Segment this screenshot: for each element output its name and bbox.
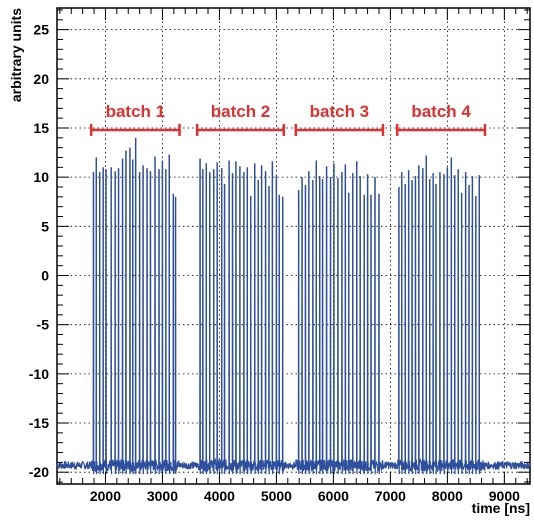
plot-frame xyxy=(56,7,531,485)
batch-annotation: batch 4 xyxy=(395,102,487,136)
y-tick-label: -5 xyxy=(37,317,50,333)
batch-annotation: batch 1 xyxy=(89,102,181,136)
y-tick-label: -15 xyxy=(29,415,49,431)
batch-annotation: batch 2 xyxy=(195,102,286,136)
signal-series xyxy=(56,137,531,475)
y-tick-label: 25 xyxy=(33,22,49,38)
y-tick-label: 20 xyxy=(33,71,49,87)
batch-label: batch 1 xyxy=(106,102,166,121)
batch-label: batch 3 xyxy=(310,102,370,121)
y-tick-label: -10 xyxy=(29,366,49,382)
batch-annotation: batch 3 xyxy=(294,102,385,136)
x-tick-label: 3000 xyxy=(147,488,178,504)
batch-annotations: batch 1 batch 2 batch 3 batch 4 xyxy=(89,102,487,136)
axis-ticks: 2000 3000 4000 5000 6000 7000 8000 9000 -20 -15 -1… xyxy=(29,8,530,504)
x-tick-label: 2000 xyxy=(90,488,121,504)
y-tick-label: -20 xyxy=(29,464,49,480)
y-tick-label: 0 xyxy=(41,268,49,284)
batch-label: batch 4 xyxy=(411,102,471,121)
batch-label: batch 2 xyxy=(211,102,271,121)
y-axis-label: arbitrary units xyxy=(8,8,24,102)
x-tick-label: 6000 xyxy=(318,488,349,504)
y-tick-label: 15 xyxy=(33,120,49,136)
x-tick-label: 5000 xyxy=(261,488,292,504)
x-tick-label: 9000 xyxy=(489,488,520,504)
x-tick-label: 8000 xyxy=(432,488,463,504)
x-axis-label: time [ns] xyxy=(472,500,530,516)
x-tick-label: 4000 xyxy=(204,488,235,504)
y-tick-label: 10 xyxy=(33,169,49,185)
x-tick-label: 7000 xyxy=(375,488,406,504)
y-tick-label: 5 xyxy=(41,218,49,234)
